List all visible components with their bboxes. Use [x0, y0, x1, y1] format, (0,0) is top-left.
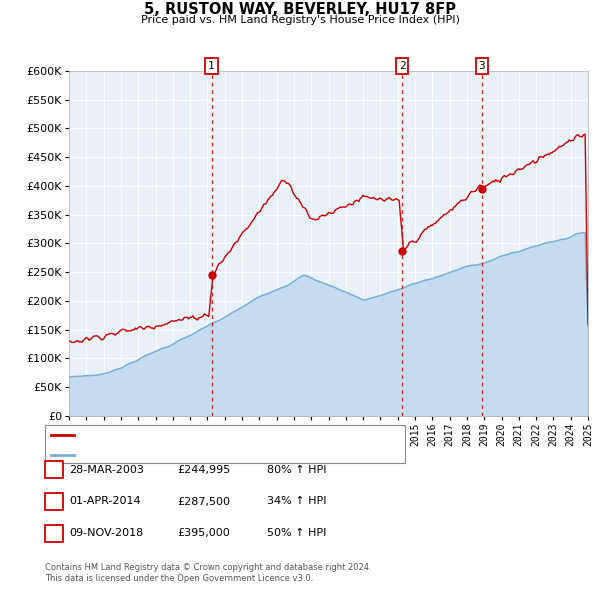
Text: 3: 3	[50, 529, 58, 538]
Text: 2: 2	[398, 61, 406, 71]
Text: 34% ↑ HPI: 34% ↑ HPI	[267, 497, 326, 506]
Text: £244,995: £244,995	[177, 465, 230, 474]
Text: 1: 1	[208, 61, 215, 71]
Text: Contains HM Land Registry data © Crown copyright and database right 2024.: Contains HM Land Registry data © Crown c…	[45, 563, 371, 572]
Text: £287,500: £287,500	[177, 497, 230, 506]
Text: 3: 3	[478, 61, 485, 71]
Text: Price paid vs. HM Land Registry's House Price Index (HPI): Price paid vs. HM Land Registry's House …	[140, 15, 460, 25]
Text: 09-NOV-2018: 09-NOV-2018	[69, 529, 143, 538]
Text: 1: 1	[50, 465, 58, 474]
Text: 2: 2	[50, 497, 58, 506]
Text: £395,000: £395,000	[177, 529, 230, 538]
Text: 5, RUSTON WAY, BEVERLEY, HU17 8FP: 5, RUSTON WAY, BEVERLEY, HU17 8FP	[144, 2, 456, 17]
Text: 5, RUSTON WAY, BEVERLEY, HU17 8FP (detached house): 5, RUSTON WAY, BEVERLEY, HU17 8FP (detac…	[77, 431, 371, 440]
Text: This data is licensed under the Open Government Licence v3.0.: This data is licensed under the Open Gov…	[45, 574, 313, 583]
Text: 50% ↑ HPI: 50% ↑ HPI	[267, 529, 326, 538]
Text: 01-APR-2014: 01-APR-2014	[69, 497, 140, 506]
Text: 28-MAR-2003: 28-MAR-2003	[69, 465, 144, 474]
Text: HPI: Average price, detached house, East Riding of Yorkshire: HPI: Average price, detached house, East…	[77, 451, 392, 460]
Text: 80% ↑ HPI: 80% ↑ HPI	[267, 465, 326, 474]
